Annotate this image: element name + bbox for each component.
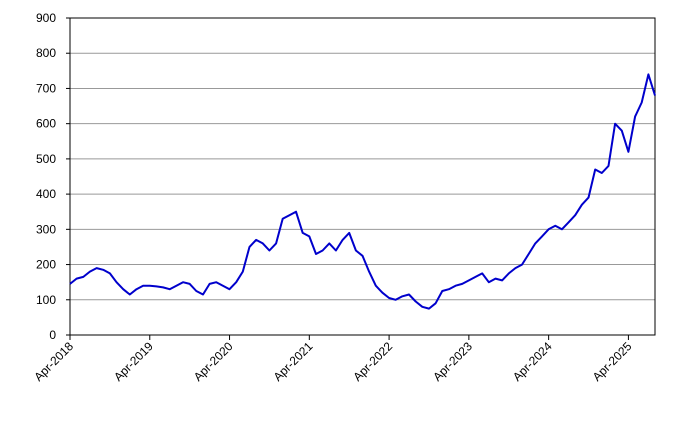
y-tick-label: 400	[36, 187, 56, 201]
y-tick-label: 700	[36, 81, 56, 95]
x-tick-label: Apr-2020	[191, 339, 236, 384]
plot-border	[69, 17, 656, 336]
y-tick-label: 800	[36, 46, 56, 60]
y-tick-label: 0	[49, 328, 56, 342]
x-tick-label: Apr-2021	[271, 339, 316, 384]
y-tick-label: 600	[36, 117, 56, 131]
y-tick-label: 100	[36, 293, 56, 307]
x-tick-label: Apr-2022	[350, 339, 395, 384]
x-tick-label: Apr-2023	[430, 339, 475, 384]
y-tick-label: 300	[36, 222, 56, 236]
x-tick-label: Apr-2024	[510, 339, 555, 384]
line	[69, 73, 656, 310]
x-tick-label: Apr-2025	[590, 339, 635, 384]
x-tick-label: Apr-2019	[111, 339, 156, 384]
y-tick-label: 200	[36, 258, 56, 272]
y-tick-label: 900	[36, 11, 56, 25]
x-tick-label: Apr-2018	[31, 339, 76, 384]
y-tick-label: 500	[36, 152, 56, 166]
